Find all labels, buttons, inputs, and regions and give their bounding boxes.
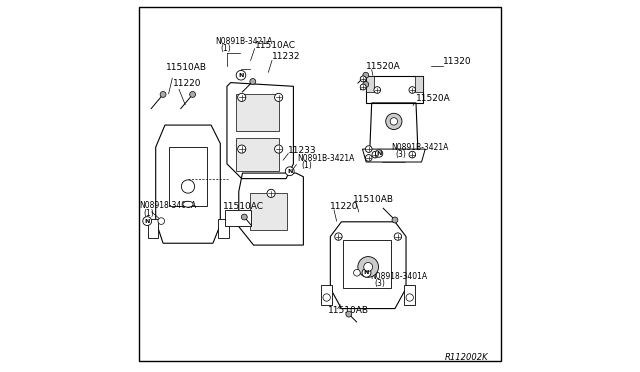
Circle shape bbox=[250, 78, 256, 84]
Circle shape bbox=[181, 180, 195, 193]
Text: 11510AB: 11510AB bbox=[166, 63, 207, 72]
Ellipse shape bbox=[183, 201, 193, 207]
Circle shape bbox=[275, 93, 283, 102]
Text: 11510AB: 11510AB bbox=[328, 307, 369, 315]
FancyBboxPatch shape bbox=[404, 285, 415, 305]
Circle shape bbox=[275, 145, 283, 153]
Circle shape bbox=[365, 146, 372, 153]
Circle shape bbox=[360, 76, 366, 82]
Circle shape bbox=[390, 118, 397, 125]
Circle shape bbox=[158, 218, 164, 224]
Circle shape bbox=[358, 257, 378, 277]
Text: R112002K: R112002K bbox=[444, 353, 488, 362]
Polygon shape bbox=[362, 149, 425, 162]
Circle shape bbox=[362, 268, 371, 277]
Circle shape bbox=[394, 233, 401, 240]
Circle shape bbox=[285, 167, 294, 176]
FancyBboxPatch shape bbox=[218, 219, 229, 238]
Text: (3): (3) bbox=[396, 150, 406, 159]
Circle shape bbox=[160, 92, 166, 97]
FancyBboxPatch shape bbox=[366, 76, 424, 103]
Circle shape bbox=[346, 311, 352, 317]
FancyBboxPatch shape bbox=[321, 285, 332, 305]
Text: N0891B-3421A: N0891B-3421A bbox=[297, 154, 355, 163]
Text: 11233: 11233 bbox=[288, 146, 317, 155]
Circle shape bbox=[363, 81, 369, 87]
Circle shape bbox=[236, 70, 246, 80]
Text: N0891B-3421A: N0891B-3421A bbox=[215, 37, 272, 46]
FancyBboxPatch shape bbox=[415, 76, 424, 92]
Text: (1): (1) bbox=[301, 161, 312, 170]
Text: 11220: 11220 bbox=[330, 202, 359, 211]
Text: 11510AC: 11510AC bbox=[223, 202, 264, 211]
FancyBboxPatch shape bbox=[250, 193, 287, 230]
Text: 11232: 11232 bbox=[272, 52, 301, 61]
FancyBboxPatch shape bbox=[236, 94, 278, 131]
Circle shape bbox=[409, 87, 415, 93]
Circle shape bbox=[323, 294, 330, 301]
FancyBboxPatch shape bbox=[236, 138, 278, 171]
Circle shape bbox=[386, 113, 402, 129]
Circle shape bbox=[409, 151, 415, 158]
FancyBboxPatch shape bbox=[225, 210, 251, 225]
Circle shape bbox=[267, 189, 275, 198]
Circle shape bbox=[365, 155, 372, 161]
Text: N08918-3401A: N08918-3401A bbox=[370, 272, 427, 281]
Circle shape bbox=[364, 263, 372, 271]
Text: (1): (1) bbox=[220, 44, 231, 53]
Text: 11520A: 11520A bbox=[416, 94, 451, 103]
Circle shape bbox=[363, 72, 369, 78]
Text: (3): (3) bbox=[374, 279, 385, 288]
Text: N08918-3401A: N08918-3401A bbox=[139, 201, 196, 210]
Text: 11520A: 11520A bbox=[366, 62, 401, 71]
Text: 11320: 11320 bbox=[443, 57, 472, 66]
Text: (1): (1) bbox=[143, 209, 154, 218]
Text: 11510AB: 11510AB bbox=[353, 195, 394, 203]
Text: 11220: 11220 bbox=[173, 79, 202, 88]
Circle shape bbox=[392, 217, 398, 223]
Text: N: N bbox=[287, 169, 292, 174]
Text: N: N bbox=[238, 73, 244, 78]
Text: N: N bbox=[364, 270, 369, 275]
Text: N: N bbox=[376, 151, 382, 156]
Circle shape bbox=[374, 87, 381, 93]
Circle shape bbox=[143, 217, 152, 225]
Circle shape bbox=[189, 92, 196, 97]
Text: N0891B-3421A: N0891B-3421A bbox=[391, 143, 448, 152]
Circle shape bbox=[237, 145, 246, 153]
Circle shape bbox=[241, 214, 247, 220]
Circle shape bbox=[406, 294, 413, 301]
Text: 11510AC: 11510AC bbox=[255, 41, 296, 49]
Circle shape bbox=[335, 233, 342, 240]
Circle shape bbox=[353, 269, 360, 276]
Circle shape bbox=[372, 151, 379, 158]
Circle shape bbox=[360, 84, 366, 90]
Text: N: N bbox=[145, 219, 150, 224]
FancyBboxPatch shape bbox=[366, 76, 374, 92]
Circle shape bbox=[237, 93, 246, 102]
FancyBboxPatch shape bbox=[148, 219, 158, 238]
Circle shape bbox=[376, 150, 383, 157]
